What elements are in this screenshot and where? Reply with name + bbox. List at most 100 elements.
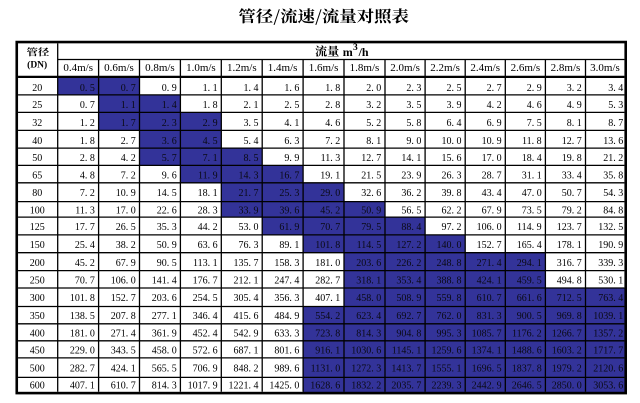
svg-text:1266. 7: 1266. 7 — [552, 328, 582, 339]
svg-text:0. 9: 0. 9 — [162, 83, 177, 94]
svg-text:1. 4: 1. 4 — [162, 100, 177, 111]
svg-text:415. 6: 415. 6 — [234, 311, 259, 322]
svg-text:140. 0: 140. 0 — [437, 240, 462, 251]
svg-text:1696. 5: 1696. 5 — [472, 363, 502, 374]
svg-text:248. 8: 248. 8 — [437, 258, 462, 269]
svg-text:3. 5: 3. 5 — [244, 118, 259, 129]
svg-text:572. 6: 572. 6 — [193, 345, 218, 356]
svg-text:23. 9: 23. 9 — [401, 170, 421, 181]
svg-text:181. 0: 181. 0 — [315, 258, 340, 269]
svg-text:10. 9: 10. 9 — [116, 188, 136, 199]
svg-text:2.0m/s: 2.0m/s — [390, 62, 420, 74]
svg-text:1374. 1: 1374. 1 — [472, 345, 502, 356]
svg-text:1017. 9: 1017. 9 — [188, 380, 218, 391]
svg-text:8. 1: 8. 1 — [366, 136, 381, 147]
svg-text:44. 2: 44. 2 — [198, 222, 218, 233]
svg-text:14. 3: 14. 3 — [239, 170, 259, 181]
svg-text:190. 9: 190. 9 — [598, 240, 623, 251]
svg-text:67. 9: 67. 9 — [116, 258, 136, 269]
svg-text:35. 8: 35. 8 — [603, 170, 623, 181]
svg-text:530. 1: 530. 1 — [598, 276, 623, 287]
svg-text:2. 8: 2. 8 — [325, 100, 340, 111]
svg-text:10. 0: 10. 0 — [442, 136, 462, 147]
svg-text:141. 4: 141. 4 — [152, 276, 177, 287]
svg-text:7. 5: 7. 5 — [527, 118, 542, 129]
svg-text:661. 6: 661. 6 — [517, 293, 542, 304]
svg-text:712. 5: 712. 5 — [557, 293, 582, 304]
svg-text:1. 6: 1. 6 — [284, 83, 299, 94]
svg-text:29. 0: 29. 0 — [320, 188, 340, 199]
svg-text:407. 1: 407. 1 — [70, 380, 95, 391]
svg-text:500: 500 — [30, 363, 45, 374]
svg-text:4. 9: 4. 9 — [567, 100, 582, 111]
svg-text:54. 3: 54. 3 — [603, 188, 623, 199]
svg-text:125: 125 — [30, 222, 45, 233]
svg-text:969. 8: 969. 8 — [557, 311, 582, 322]
svg-text:84. 8: 84. 8 — [603, 206, 623, 217]
svg-text:45. 2: 45. 2 — [75, 258, 95, 269]
svg-text:113. 1: 113. 1 — [193, 258, 218, 269]
svg-text:3. 6: 3. 6 — [162, 136, 177, 147]
svg-text:3. 5: 3. 5 — [406, 100, 421, 111]
svg-text:706. 9: 706. 9 — [193, 363, 218, 374]
svg-text:0.8m/s: 0.8m/s — [145, 62, 175, 74]
svg-text:9. 9: 9. 9 — [284, 153, 299, 164]
svg-text:4. 2: 4. 2 — [121, 153, 136, 164]
svg-text:90. 5: 90. 5 — [157, 258, 177, 269]
svg-text:2. 9: 2. 9 — [203, 118, 218, 129]
svg-text:1. 1: 1. 1 — [203, 83, 218, 94]
svg-text:114. 9: 114. 9 — [517, 222, 542, 233]
svg-text:995. 3: 995. 3 — [437, 328, 462, 339]
svg-text:1603. 2: 1603. 2 — [552, 345, 582, 356]
svg-text:5. 4: 5. 4 — [244, 136, 259, 147]
svg-text:12. 7: 12. 7 — [361, 153, 381, 164]
svg-text:106. 0: 106. 0 — [477, 222, 502, 233]
svg-text:424. 1: 424. 1 — [111, 363, 136, 374]
svg-text:3.0m/s: 3.0m/s — [590, 62, 620, 74]
svg-text:10. 9: 10. 9 — [482, 136, 502, 147]
svg-text:2. 1: 2. 1 — [244, 100, 259, 111]
svg-text:203. 6: 203. 6 — [152, 293, 177, 304]
svg-text:3. 2: 3. 2 — [567, 83, 582, 94]
svg-text:73. 5: 73. 5 — [522, 206, 542, 217]
svg-text:1.0m/s: 1.0m/s — [186, 62, 216, 74]
svg-text:452. 4: 452. 4 — [193, 328, 218, 339]
svg-text:2646. 5: 2646. 5 — [512, 380, 542, 391]
svg-text:762. 0: 762. 0 — [437, 311, 462, 322]
svg-text:400: 400 — [30, 328, 45, 339]
svg-text:18. 1: 18. 1 — [198, 188, 218, 199]
svg-text:305. 4: 305. 4 — [234, 293, 259, 304]
svg-text:76. 3: 76. 3 — [239, 240, 259, 251]
svg-text:459. 5: 459. 5 — [517, 276, 542, 287]
svg-text:458. 0: 458. 0 — [356, 293, 381, 304]
svg-text:1. 2: 1. 2 — [80, 118, 95, 129]
svg-text:7. 1: 7. 1 — [203, 153, 218, 164]
svg-text:4. 6: 4. 6 — [527, 100, 542, 111]
svg-text:814. 3: 814. 3 — [356, 328, 381, 339]
svg-text:1717. 7: 1717. 7 — [593, 345, 623, 356]
svg-text:50. 7: 50. 7 — [562, 188, 582, 199]
svg-text:2035. 7: 2035. 7 — [391, 380, 421, 391]
svg-text:250: 250 — [30, 276, 45, 287]
svg-text:623. 4: 623. 4 — [356, 311, 381, 322]
svg-text:(DN): (DN) — [27, 60, 47, 71]
svg-text:70. 7: 70. 7 — [320, 222, 340, 233]
svg-text:1832. 2: 1832. 2 — [351, 380, 381, 391]
svg-text:8. 7: 8. 7 — [608, 118, 623, 129]
svg-text:1176. 2: 1176. 2 — [512, 328, 542, 339]
svg-text:15. 6: 15. 6 — [442, 153, 462, 164]
svg-text:33. 9: 33. 9 — [239, 206, 259, 217]
svg-text:610. 7: 610. 7 — [111, 380, 136, 391]
svg-text:39. 6: 39. 6 — [279, 206, 299, 217]
svg-text:36. 2: 36. 2 — [401, 188, 421, 199]
svg-text:1131. 0: 1131. 0 — [311, 363, 341, 374]
svg-text:181. 0: 181. 0 — [70, 328, 95, 339]
svg-text:565. 5: 565. 5 — [152, 363, 177, 374]
svg-text:277. 1: 277. 1 — [152, 311, 177, 322]
svg-text:3053. 6: 3053. 6 — [593, 380, 623, 391]
svg-text:1488. 6: 1488. 6 — [512, 345, 542, 356]
svg-text:294. 1: 294. 1 — [517, 258, 542, 269]
svg-text:12. 7: 12. 7 — [562, 136, 582, 147]
svg-text:56. 5: 56. 5 — [401, 206, 421, 217]
svg-text:316. 7: 316. 7 — [557, 258, 582, 269]
